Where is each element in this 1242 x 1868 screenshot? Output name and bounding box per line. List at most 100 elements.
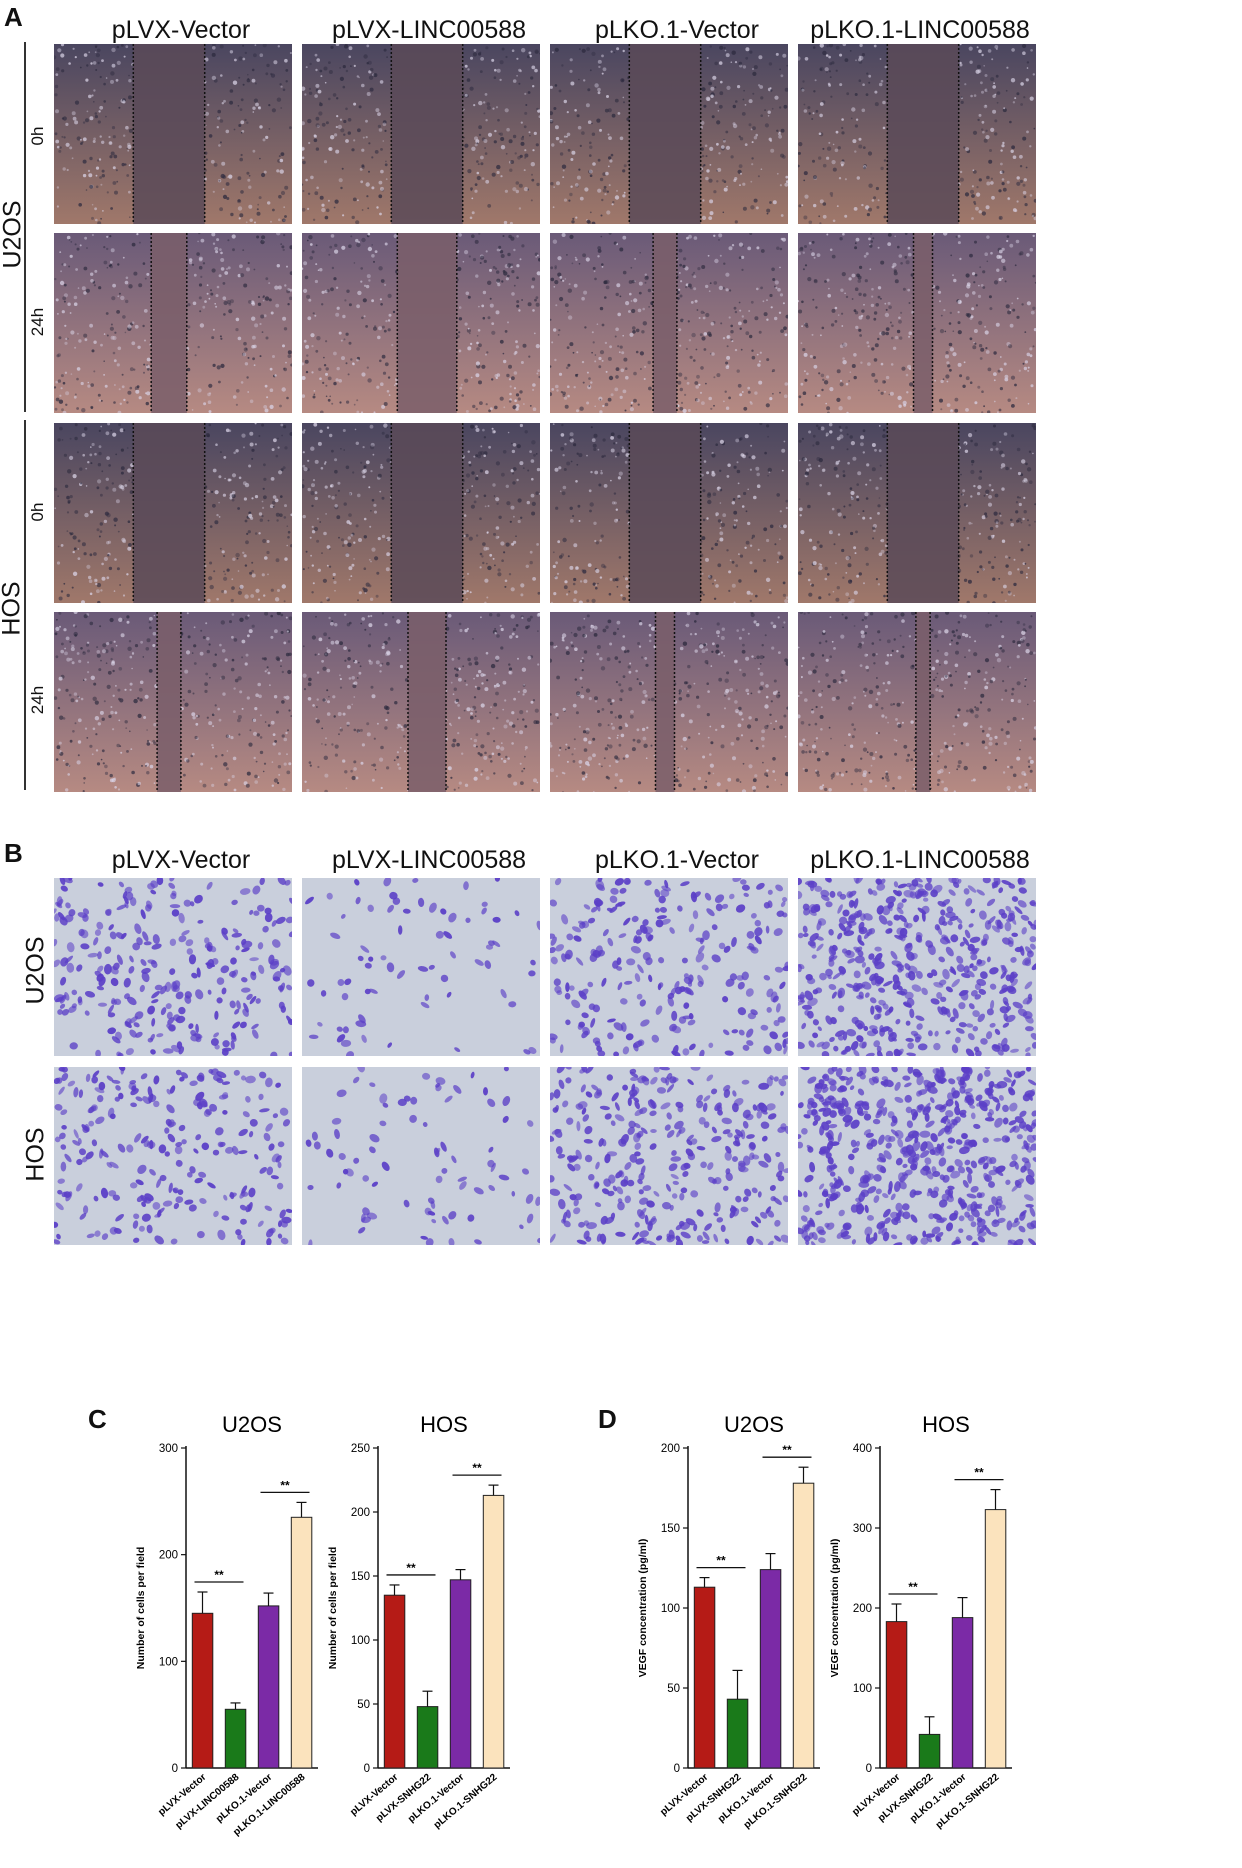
chart-y-tick-label: 300	[853, 1523, 872, 1535]
chart-bar	[416, 1706, 439, 1769]
panel-a-letter: A	[4, 2, 23, 32]
panel-d-letter: D	[598, 1404, 617, 1434]
chart-y-axis-label: Number of cells per field	[135, 1547, 147, 1670]
chart-y-tick-label: 300	[159, 1443, 178, 1455]
panel-a-u2os-24h-label: 24h	[28, 307, 47, 337]
chart-bar	[792, 1482, 815, 1769]
panel-b-column-3-header: pLKO.1-Vector	[595, 846, 759, 874]
panel-a-micrograph-u2os-24h-col3	[550, 233, 788, 413]
chart-y-axis-label: VEGF concentration (pg/ml)	[829, 1539, 841, 1678]
chart-bar	[482, 1494, 505, 1769]
chart-d-u2os: U2OS VEGF concentration (pg/ml) 0 50 100 150 2…	[637, 1412, 820, 1831]
panel-a-micrograph-hos-24h-col4	[798, 612, 1036, 792]
chart-y-tick-label: 150	[661, 1523, 680, 1535]
panel-a-micrograph-u2os-0h-col4	[798, 44, 1036, 224]
chart-y-tick-label: 50	[357, 1699, 370, 1711]
chart-title: HOS	[420, 1412, 468, 1437]
chart-y-tick-label: 100	[853, 1683, 872, 1695]
chart-y-tick-label: 100	[661, 1603, 680, 1615]
chart-y-tick-label: 0	[674, 1763, 680, 1775]
chart-bar	[224, 1708, 247, 1769]
panel-b-column-4-header: pLKO.1-LINC00588	[810, 846, 1030, 874]
panel-b-micrograph-hos-col4	[798, 1067, 1036, 1245]
panel-a-column-1-header: pLVX-Vector	[111, 16, 251, 44]
panel-a-micrograph-hos-0h-col1	[54, 423, 292, 603]
chart-x-tick-label: pLKO.1-Vector	[908, 1772, 968, 1825]
chart-bar	[726, 1698, 749, 1769]
chart-title: U2OS	[222, 1412, 282, 1437]
chart-d-hos: HOS VEGF concentration (pg/ml) 0 100 200 300 4…	[829, 1412, 1012, 1831]
panel-a-micrograph-u2os-0h-col1	[54, 44, 292, 224]
chart-significance-label: **	[974, 1466, 984, 1480]
chart-y-tick-label: 0	[172, 1763, 178, 1775]
panel-b-micrograph-u2os-col1	[54, 878, 292, 1056]
panel-a-micrograph-hos-24h-col2	[302, 612, 540, 792]
panel-a-hos-0h-label: 0h	[28, 502, 47, 522]
chart-significance-label: **	[908, 1580, 918, 1594]
chart-title: U2OS	[724, 1412, 784, 1437]
chart-bar	[918, 1733, 941, 1769]
chart-y-tick-label: 200	[853, 1603, 872, 1615]
panel-a-group-hos: HOS	[0, 581, 26, 636]
panel-a-micrograph-u2os-24h-col1	[54, 233, 292, 413]
panel-a-micrograph-hos-0h-col4	[798, 423, 1036, 603]
panel-a-column-3-header: pLKO.1-Vector	[595, 16, 759, 44]
chart-x-tick-label: pLKO.1-Vector	[214, 1772, 274, 1825]
panel-a-hos-24h-label: 24h	[28, 685, 47, 715]
panel-b-micrograph-u2os-col4	[798, 878, 1036, 1056]
panel-b-micrograph-hos-col2	[302, 1067, 540, 1245]
chart-y-tick-label: 250	[351, 1443, 370, 1455]
chart-y-axis-label: VEGF concentration (pg/ml)	[637, 1539, 649, 1678]
panel-b-column-1-header: pLVX-Vector	[111, 846, 251, 874]
chart-y-tick-label: 150	[351, 1571, 370, 1583]
chart-y-tick-label: 50	[667, 1683, 680, 1695]
chart-bar	[449, 1579, 472, 1769]
chart-y-axis-label: Number of cells per field	[327, 1547, 339, 1670]
chart-bar	[290, 1516, 313, 1769]
panel-b-row-hos-label: HOS	[21, 1127, 50, 1182]
panel-a-micrograph-hos-24h-col3	[550, 612, 788, 792]
panel-a-micrograph-u2os-24h-col4	[798, 233, 1036, 413]
panel-b-micrograph-hos-col1	[54, 1067, 292, 1245]
chart-bar	[984, 1509, 1007, 1769]
panel-a-micrograph-hos-0h-col2	[302, 423, 540, 603]
panel-b-letter: B	[4, 838, 23, 868]
panel-a-micrograph-u2os-24h-col2	[302, 233, 540, 413]
panel-b-micrograph-u2os-col3	[550, 878, 788, 1056]
chart-significance-label: **	[214, 1568, 224, 1582]
chart-y-tick-label: 100	[159, 1656, 178, 1668]
chart-y-tick-label: 0	[866, 1763, 872, 1775]
panel-a-column-2-header: pLVX-LINC00588	[331, 16, 527, 44]
panel-a-micrograph-hos-24h-col1	[54, 612, 292, 792]
chart-bar	[383, 1594, 406, 1769]
chart-y-tick-label: 200	[661, 1443, 680, 1455]
chart-y-tick-label: 200	[159, 1550, 178, 1562]
panel-a-micrograph-u2os-0h-col3	[550, 44, 788, 224]
chart-significance-label: **	[280, 1478, 290, 1492]
panel-a-group-u2os-bracket	[24, 42, 26, 412]
chart-c-u2os: U2OS Number of cells per field 0 100 200 300 p…	[135, 1412, 318, 1838]
chart-bar	[759, 1569, 782, 1769]
chart-bar	[191, 1612, 214, 1769]
panel-c-letter: C	[88, 1404, 107, 1434]
chart-bar	[693, 1586, 716, 1769]
chart-title: HOS	[922, 1412, 970, 1437]
chart-significance-label: **	[716, 1554, 726, 1568]
panel-a-micrograph-u2os-0h-col2	[302, 44, 540, 224]
chart-significance-label: **	[406, 1561, 416, 1575]
chart-bar	[951, 1617, 974, 1769]
chart-y-tick-label: 400	[853, 1443, 872, 1455]
panel-a-group-hos-bracket	[24, 420, 26, 790]
panel-a-column-4-header: pLKO.1-LINC00588	[810, 16, 1030, 44]
chart-y-tick-label: 100	[351, 1635, 370, 1647]
panel-b-micrograph-u2os-col2	[302, 878, 540, 1056]
chart-significance-label: **	[782, 1443, 792, 1457]
chart-x-tick-label: pLKO.1-Vector	[406, 1772, 466, 1825]
chart-bar	[257, 1605, 280, 1769]
panel-b-column-2-header: pLVX-LINC00588	[331, 846, 527, 874]
chart-y-tick-label: 0	[364, 1763, 370, 1775]
panel-b-row-u2os-label: U2OS	[21, 936, 50, 1005]
panel-b-micrograph-hos-col3	[550, 1067, 788, 1245]
chart-significance-label: **	[472, 1461, 482, 1475]
panel-a-u2os-0h-label: 0h	[28, 126, 47, 146]
